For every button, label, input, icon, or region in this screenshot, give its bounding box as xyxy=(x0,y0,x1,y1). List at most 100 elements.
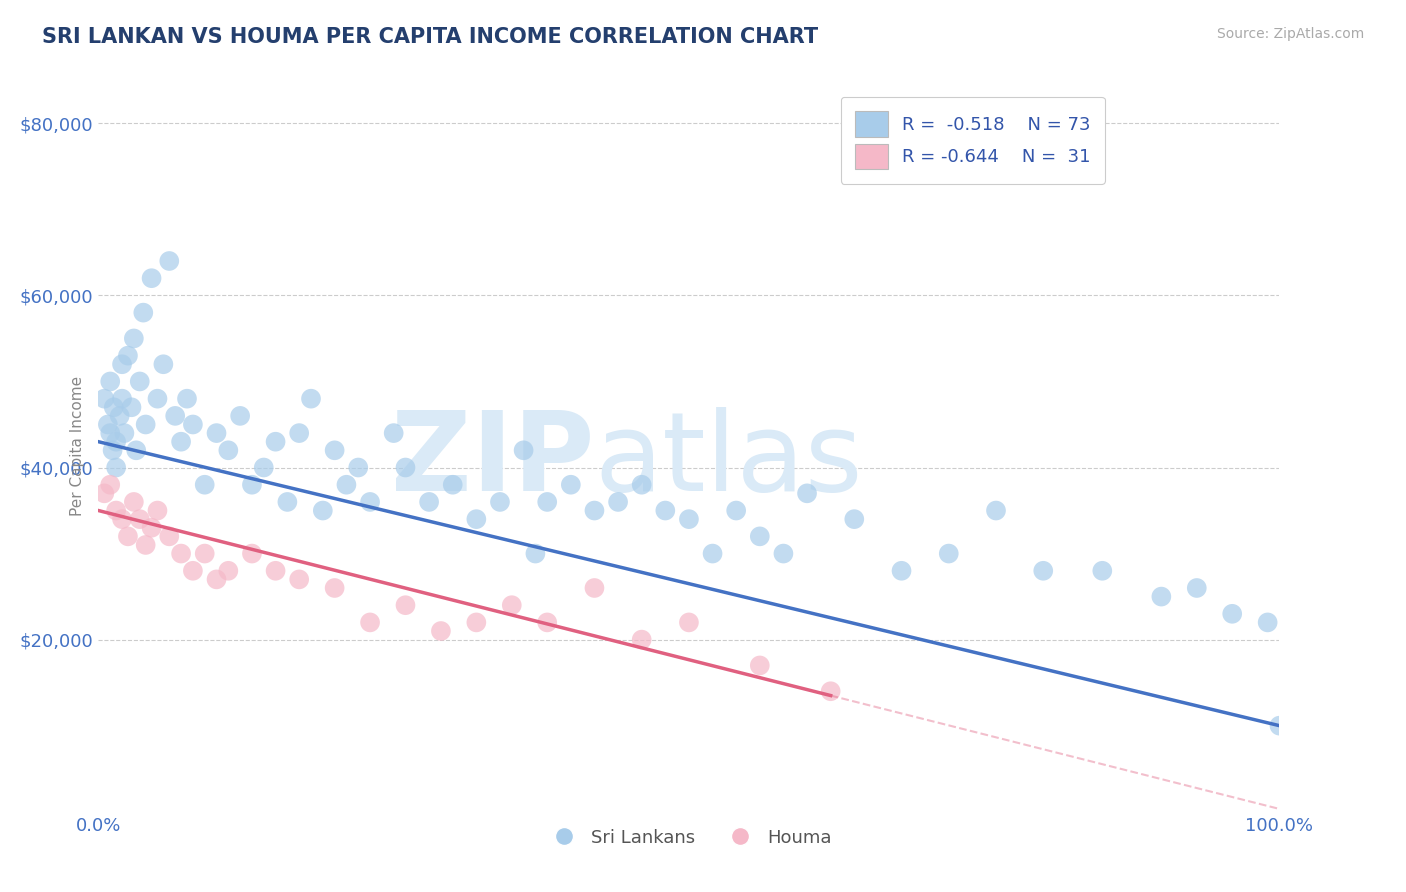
Point xyxy=(394,598,416,612)
Point xyxy=(141,521,163,535)
Point xyxy=(583,503,606,517)
Point xyxy=(101,443,124,458)
Point xyxy=(132,305,155,319)
Point xyxy=(253,460,276,475)
Point xyxy=(98,477,121,491)
Point xyxy=(97,417,120,432)
Y-axis label: Per Capita Income: Per Capita Income xyxy=(69,376,84,516)
Point xyxy=(276,495,298,509)
Point xyxy=(501,598,523,612)
Point xyxy=(108,409,131,423)
Point xyxy=(111,357,134,371)
Point xyxy=(117,529,139,543)
Point xyxy=(93,486,115,500)
Point xyxy=(1220,607,1243,621)
Point xyxy=(128,512,150,526)
Point xyxy=(93,392,115,406)
Point xyxy=(205,426,228,441)
Point xyxy=(121,401,143,415)
Legend: Sri Lankans, Houma: Sri Lankans, Houma xyxy=(538,822,839,854)
Point xyxy=(170,547,193,561)
Point xyxy=(312,503,335,517)
Point xyxy=(98,375,121,389)
Point xyxy=(141,271,163,285)
Point xyxy=(465,615,488,630)
Point xyxy=(844,512,866,526)
Point xyxy=(678,615,700,630)
Point xyxy=(105,503,128,517)
Point xyxy=(170,434,193,449)
Point xyxy=(122,331,145,345)
Point xyxy=(536,615,558,630)
Point xyxy=(347,460,370,475)
Point xyxy=(560,477,582,491)
Point xyxy=(702,547,724,561)
Point xyxy=(103,401,125,415)
Point xyxy=(382,426,405,441)
Point xyxy=(229,409,252,423)
Point xyxy=(194,547,217,561)
Point xyxy=(111,512,134,526)
Point xyxy=(117,349,139,363)
Text: atlas: atlas xyxy=(595,407,863,514)
Point xyxy=(489,495,512,509)
Point xyxy=(98,426,121,441)
Point xyxy=(135,538,157,552)
Point xyxy=(146,503,169,517)
Point xyxy=(772,547,794,561)
Point xyxy=(1091,564,1114,578)
Text: SRI LANKAN VS HOUMA PER CAPITA INCOME CORRELATION CHART: SRI LANKAN VS HOUMA PER CAPITA INCOME CO… xyxy=(42,27,818,46)
Point xyxy=(217,564,239,578)
Point xyxy=(725,503,748,517)
Point xyxy=(1032,564,1054,578)
Point xyxy=(122,495,145,509)
Point xyxy=(796,486,818,500)
Point xyxy=(288,573,311,587)
Point xyxy=(165,409,187,423)
Point xyxy=(359,495,381,509)
Point xyxy=(441,477,464,491)
Point xyxy=(465,512,488,526)
Point xyxy=(157,529,180,543)
Point xyxy=(240,477,263,491)
Text: Source: ZipAtlas.com: Source: ZipAtlas.com xyxy=(1216,27,1364,41)
Point xyxy=(112,426,135,441)
Point xyxy=(512,443,534,458)
Point xyxy=(607,495,630,509)
Point xyxy=(323,581,346,595)
Point xyxy=(181,417,204,432)
Point xyxy=(135,417,157,432)
Point xyxy=(748,529,770,543)
Point xyxy=(335,477,357,491)
Point xyxy=(1185,581,1208,595)
Point xyxy=(654,503,676,517)
Point xyxy=(630,477,652,491)
Point xyxy=(181,564,204,578)
Point xyxy=(1150,590,1173,604)
Point xyxy=(524,547,547,561)
Point xyxy=(536,495,558,509)
Point xyxy=(394,460,416,475)
Point xyxy=(111,392,134,406)
Point xyxy=(323,443,346,458)
Point xyxy=(240,547,263,561)
Point xyxy=(1268,719,1291,733)
Point xyxy=(157,254,180,268)
Point xyxy=(176,392,198,406)
Point xyxy=(820,684,842,698)
Point xyxy=(890,564,912,578)
Point xyxy=(105,460,128,475)
Point xyxy=(418,495,440,509)
Point xyxy=(194,477,217,491)
Point xyxy=(748,658,770,673)
Point xyxy=(205,573,228,587)
Point xyxy=(678,512,700,526)
Point xyxy=(630,632,652,647)
Point xyxy=(125,443,148,458)
Point xyxy=(1257,615,1279,630)
Point xyxy=(299,392,322,406)
Point xyxy=(583,581,606,595)
Point xyxy=(146,392,169,406)
Point xyxy=(359,615,381,630)
Point xyxy=(217,443,239,458)
